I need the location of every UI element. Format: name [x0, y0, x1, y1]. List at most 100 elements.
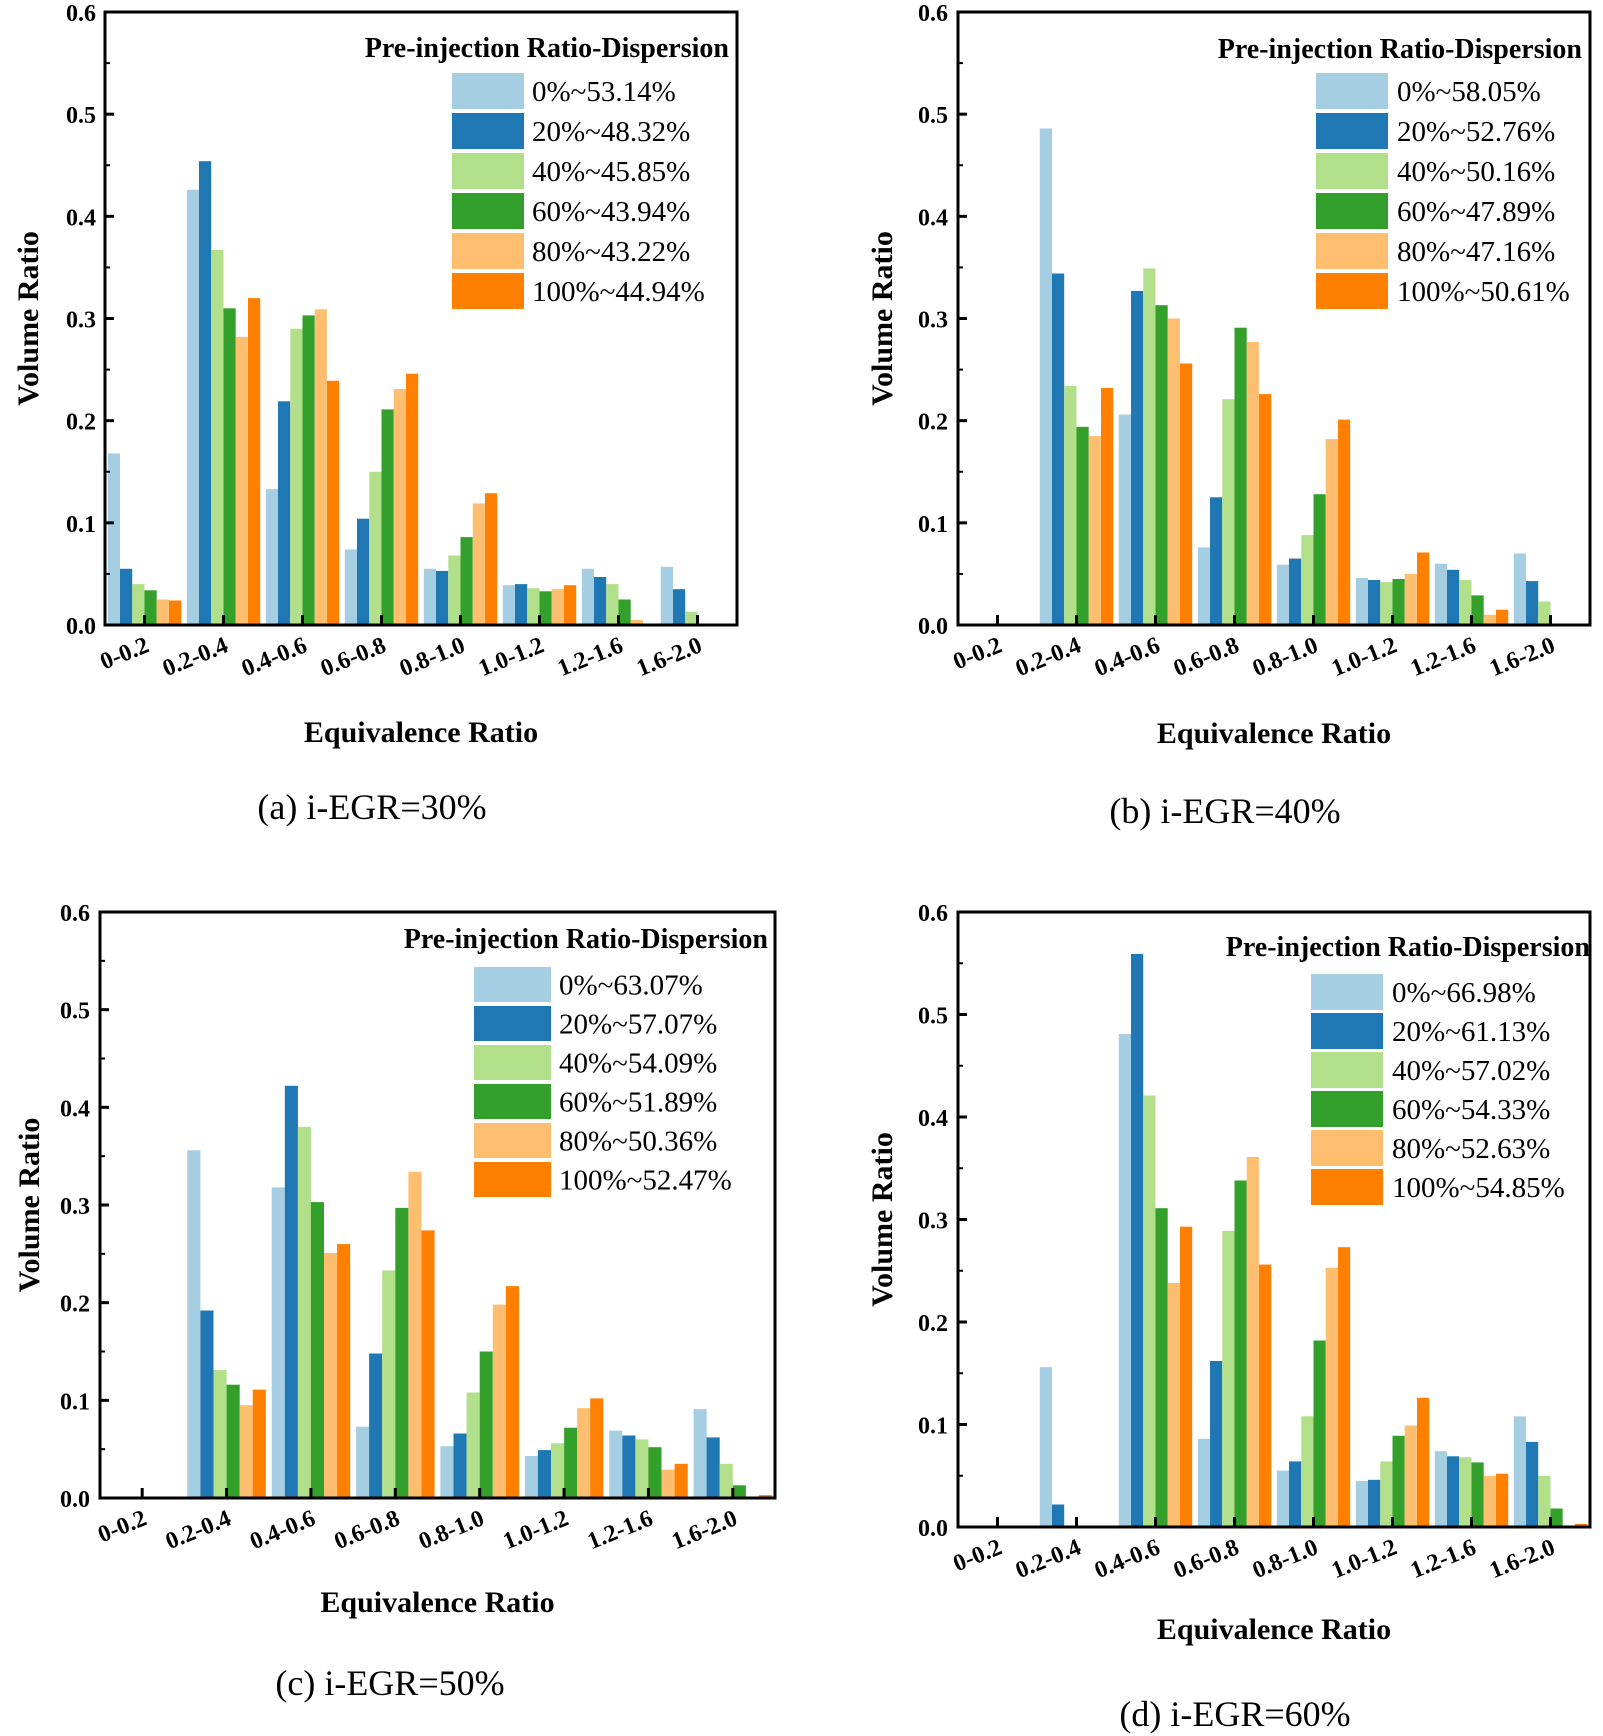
- bar: [1143, 268, 1156, 625]
- legend-label: 60%~43.94%: [532, 196, 690, 228]
- bar: [1434, 1451, 1447, 1527]
- x-tick-label: 0-0.2: [97, 632, 153, 675]
- x-tick-label: 1.6-2.0: [1486, 1534, 1559, 1584]
- bar: [393, 389, 406, 625]
- legend-swatch: [1311, 1130, 1383, 1166]
- legend-label: 100%~50.61%: [1397, 276, 1570, 308]
- y-tick-label: 0.5: [66, 103, 96, 129]
- bar: [564, 585, 577, 625]
- bar: [395, 1207, 409, 1498]
- y-tick-label: 0.1: [66, 512, 96, 538]
- bar: [324, 1252, 338, 1498]
- bar: [1392, 1435, 1405, 1527]
- legend-swatch: [474, 1162, 551, 1197]
- bar: [1483, 614, 1496, 625]
- y-tick-label: 0.3: [66, 308, 96, 334]
- bar: [527, 588, 540, 625]
- bar: [187, 1150, 201, 1498]
- bar: [1118, 1034, 1131, 1527]
- bar: [297, 1126, 311, 1498]
- bar: [581, 568, 594, 625]
- bar: [344, 549, 357, 625]
- x-tick-label: 1.6-2.0: [1486, 632, 1559, 682]
- legend-label: 20%~57.07%: [559, 1009, 717, 1041]
- legend-label: 60%~47.89%: [1397, 196, 1555, 228]
- bar: [381, 409, 394, 625]
- bar: [1538, 601, 1551, 625]
- bar: [1434, 563, 1447, 625]
- x-tick-label: 0.4-0.6: [238, 632, 311, 682]
- legend-label: 0%~53.14%: [532, 76, 676, 108]
- legend-label: 60%~51.89%: [559, 1087, 717, 1119]
- bar: [674, 1463, 688, 1498]
- legend-swatch: [1311, 1052, 1383, 1088]
- bar: [719, 1463, 733, 1498]
- bar: [436, 570, 449, 625]
- bar: [278, 401, 291, 625]
- legend-swatch: [474, 1123, 551, 1158]
- bar: [1259, 394, 1272, 625]
- bar: [609, 1430, 623, 1498]
- y-tick-label: 0.4: [918, 205, 948, 231]
- x-axis-title: Equivalence Ratio: [1157, 717, 1391, 750]
- legend-label: 40%~57.02%: [1392, 1055, 1550, 1087]
- bar: [1167, 1283, 1180, 1527]
- x-tick-label: 0-0.2: [950, 1534, 1006, 1577]
- legend-label: 40%~54.09%: [559, 1048, 717, 1080]
- bar: [156, 599, 169, 625]
- bar: [1143, 1095, 1156, 1527]
- bar: [1471, 1462, 1484, 1527]
- bar: [466, 1392, 480, 1498]
- bar: [1118, 414, 1131, 625]
- y-tick-label: 0.2: [918, 410, 948, 436]
- x-tick-label: 0.2-0.4: [1012, 1534, 1085, 1584]
- legend-swatch: [1311, 1169, 1383, 1205]
- legend-swatch: [452, 73, 524, 109]
- bar: [1392, 579, 1405, 625]
- chart-panel-1: 0.0 0.1 0.2 0.3 0.4 0.5 0.6 0-0.2 0.2-0.4 0.4-0.6…: [866, 1, 1592, 831]
- legend-swatch: [1316, 273, 1388, 309]
- bar: [369, 1353, 383, 1498]
- bar: [1355, 1480, 1368, 1527]
- bar: [502, 585, 515, 625]
- bar: [492, 1304, 506, 1498]
- bar: [706, 1437, 720, 1498]
- x-tick-label: 0-0.2: [94, 1505, 150, 1548]
- chart-panel-2: 0.0 0.1 0.2 0.3 0.4 0.5 0.6 0-0.2 0.2-0.4 0.4-0.6…: [13, 901, 777, 1703]
- legend-swatch: [474, 1006, 551, 1041]
- bar: [515, 584, 528, 625]
- legend-swatch: [1311, 1091, 1383, 1127]
- x-tick-label: 0.6-0.8: [1170, 1534, 1243, 1584]
- bar: [1210, 497, 1223, 625]
- bar: [1368, 1479, 1381, 1527]
- bar: [1197, 1438, 1210, 1527]
- bar: [1210, 1361, 1223, 1527]
- bar: [648, 1447, 662, 1498]
- bar: [622, 1435, 636, 1498]
- y-tick-label: 0.4: [918, 1106, 948, 1132]
- bar: [590, 1398, 604, 1498]
- bar: [302, 315, 315, 625]
- legend-swatch: [474, 967, 551, 1002]
- bar: [660, 566, 673, 625]
- bar: [1246, 342, 1259, 625]
- bar: [1222, 1230, 1235, 1527]
- bar: [1417, 552, 1430, 625]
- y-axis-title: Volume Ratio: [866, 1132, 899, 1307]
- bar: [252, 1389, 266, 1498]
- y-tick-label: 0.5: [918, 1004, 948, 1030]
- bar: [1355, 578, 1368, 625]
- legend-label: 0%~63.07%: [559, 970, 703, 1002]
- bar: [144, 590, 157, 625]
- y-tick-label: 0.1: [918, 512, 948, 538]
- x-tick-label: 0.6-0.8: [1170, 632, 1243, 682]
- legend-label: 100%~44.94%: [532, 276, 705, 308]
- chart-caption: (a) i-EGR=30%: [257, 787, 486, 827]
- legend-swatch: [452, 273, 524, 309]
- x-tick-label: 0.2-0.4: [162, 1505, 235, 1555]
- bar: [235, 336, 248, 625]
- bar: [1276, 564, 1289, 625]
- legend-label: 80%~50.36%: [559, 1126, 717, 1158]
- y-tick-label: 0.1: [60, 1389, 90, 1415]
- x-tick-label: 1.0-1.2: [1328, 632, 1401, 682]
